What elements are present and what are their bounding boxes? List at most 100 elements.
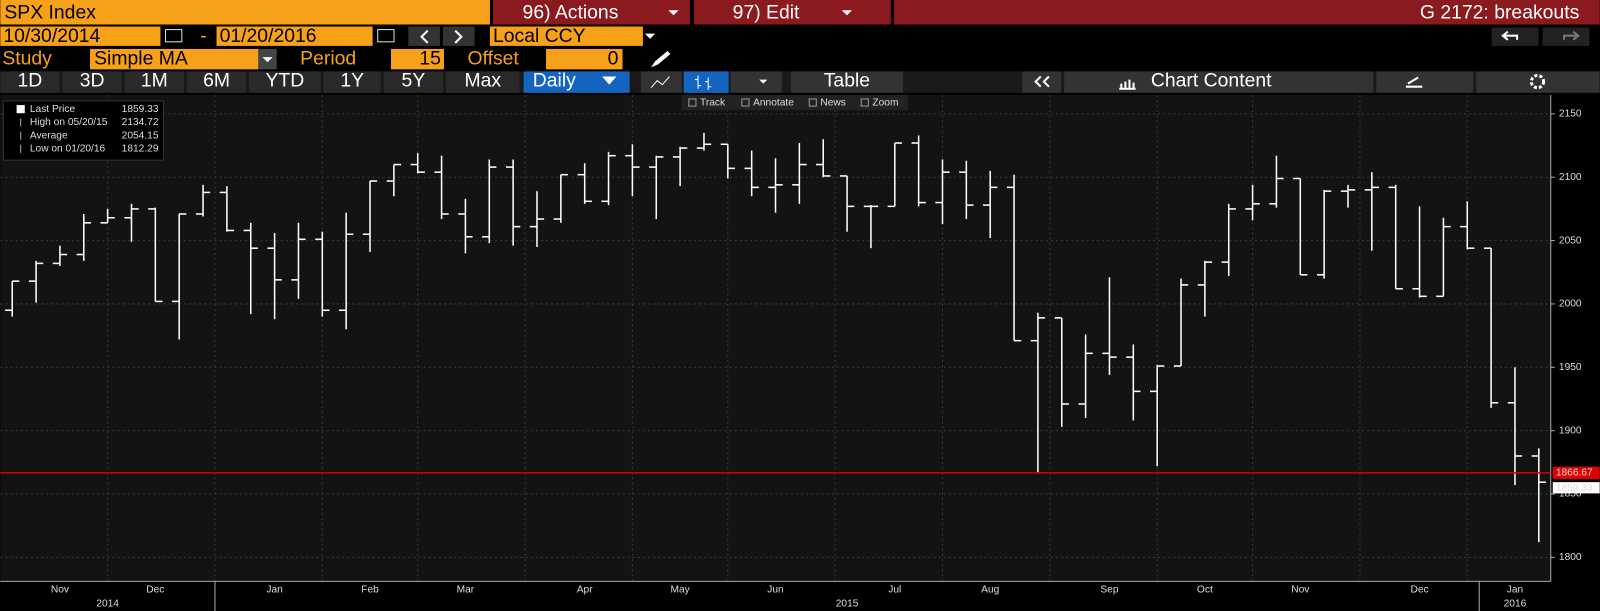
- reference-tag-label: 1866.67: [1556, 468, 1593, 479]
- range-button[interactable]: [186, 71, 247, 93]
- x-tick-label: Jun: [767, 584, 783, 595]
- calendar-icon[interactable]: [165, 29, 183, 43]
- chart-content: Chart Content: [1151, 70, 1272, 92]
- x-tick-label: Aug: [981, 584, 999, 595]
- range-button[interactable]: [0, 71, 60, 93]
- tool-icon[interactable]: [741, 98, 750, 107]
- y-tick-label: 1900: [1559, 425, 1582, 436]
- dropdown-arrow: [759, 79, 768, 84]
- legend-swatch: [16, 105, 25, 114]
- frequency: Daily: [533, 70, 576, 92]
- end-date-box[interactable]: [216, 26, 373, 46]
- x-tick-label: Jul: [888, 584, 901, 595]
- next-button[interactable]: [442, 26, 475, 46]
- settings-button[interactable]: [1476, 71, 1600, 93]
- undo-icon: [1501, 30, 1519, 41]
- legend-value: 1812.29: [122, 144, 159, 155]
- y-tick-label: 1950: [1559, 362, 1582, 373]
- tool-icon[interactable]: [808, 98, 817, 107]
- table-button[interactable]: [790, 71, 904, 93]
- last-price-tag-label: 1859.33: [1556, 483, 1593, 494]
- chart-type-dropdown[interactable]: [730, 71, 782, 93]
- dropdown-arrow: [602, 76, 617, 85]
- pen-icon[interactable]: [651, 51, 671, 68]
- dropdown-arrow: [841, 10, 853, 16]
- study-box[interactable]: [90, 48, 259, 70]
- range-button[interactable]: [323, 71, 381, 93]
- edit-menu[interactable]: [693, 0, 891, 25]
- date-separator: -: [200, 25, 206, 47]
- tools-bar: [681, 94, 909, 111]
- study: Simple MA: [94, 47, 188, 69]
- prev-button[interactable]: [408, 26, 440, 46]
- range-label: Max: [464, 70, 501, 92]
- collapse-button[interactable]: [1022, 71, 1062, 93]
- y-tick-label: 2050: [1559, 235, 1582, 246]
- range-button[interactable]: [124, 71, 184, 93]
- study-label: Study: [2, 47, 52, 69]
- end-date: 01/20/2016: [220, 25, 317, 47]
- offset-label: Offset: [467, 47, 519, 69]
- security: SPX Index: [4, 1, 96, 23]
- currency-box[interactable]: [489, 26, 643, 46]
- period-label: Period: [300, 47, 356, 69]
- dropdown-arrow: [262, 57, 273, 63]
- x-tick-label: Dec: [1410, 584, 1428, 595]
- range-label: 3D: [80, 70, 105, 92]
- currency: Local CCY: [493, 25, 586, 47]
- calendar-icon[interactable]: [377, 29, 395, 43]
- range-button[interactable]: [249, 71, 321, 93]
- start-date: 10/30/2014: [3, 25, 100, 47]
- year-label: 2015: [836, 599, 859, 610]
- x-tick-label: Jan: [1507, 584, 1523, 595]
- x-tick-label: May: [670, 584, 690, 595]
- range-label: 1D: [17, 70, 42, 92]
- security-box[interactable]: [0, 0, 490, 25]
- y-tick-label: 1850: [1559, 489, 1582, 500]
- range-button[interactable]: [446, 71, 520, 93]
- edit-chart-icon: [1405, 76, 1423, 88]
- offset-box[interactable]: [546, 48, 623, 70]
- legend-label: Low on 01/20/16: [30, 144, 106, 155]
- x-tick-label: Oct: [1197, 584, 1213, 595]
- range-button[interactable]: [383, 71, 443, 93]
- start-date-box[interactable]: [0, 26, 161, 46]
- chart-content-button[interactable]: [1064, 71, 1374, 93]
- range-label: 5Y: [402, 70, 426, 92]
- x-tick-label: Feb: [361, 584, 379, 595]
- actions: 96) Actions: [523, 1, 619, 23]
- edit-chart-button[interactable]: [1376, 71, 1474, 93]
- tool-label: Annotate: [753, 98, 794, 109]
- period: 15: [419, 47, 441, 69]
- actions-menu[interactable]: [492, 0, 690, 25]
- y-tick-label: 2150: [1559, 109, 1582, 120]
- year-label: 2014: [96, 599, 119, 610]
- redo-icon: [1562, 30, 1580, 41]
- line-chart-button[interactable]: [640, 71, 682, 93]
- y-tick-label: 2000: [1559, 299, 1582, 310]
- x-tick-label: Jan: [266, 584, 282, 595]
- tool-label: News: [820, 98, 845, 109]
- ohlc-icon: [694, 75, 712, 90]
- collapse-icon: [1034, 75, 1050, 88]
- x-tick-label: Sep: [1100, 584, 1118, 595]
- next-arrow: [454, 29, 463, 44]
- title-bar: [893, 0, 1600, 25]
- tool-icon[interactable]: [688, 98, 697, 107]
- year-label: 2016: [1504, 599, 1527, 610]
- legend-label: Last Price: [30, 104, 76, 115]
- tool-icon[interactable]: [860, 98, 869, 107]
- tool-label: Track: [700, 98, 726, 109]
- y-tick-label: 1800: [1559, 552, 1582, 563]
- reference-tag: [1552, 466, 1600, 479]
- period-box[interactable]: [390, 48, 445, 70]
- x-tick-label: Nov: [51, 584, 70, 595]
- legend-value: 2054.15: [122, 130, 159, 141]
- last-price-tag: [1552, 482, 1600, 494]
- legend-value: 1859.33: [122, 104, 159, 115]
- range-label: YTD: [266, 70, 305, 92]
- range-label: 1M: [141, 70, 168, 92]
- range-button[interactable]: [62, 71, 122, 93]
